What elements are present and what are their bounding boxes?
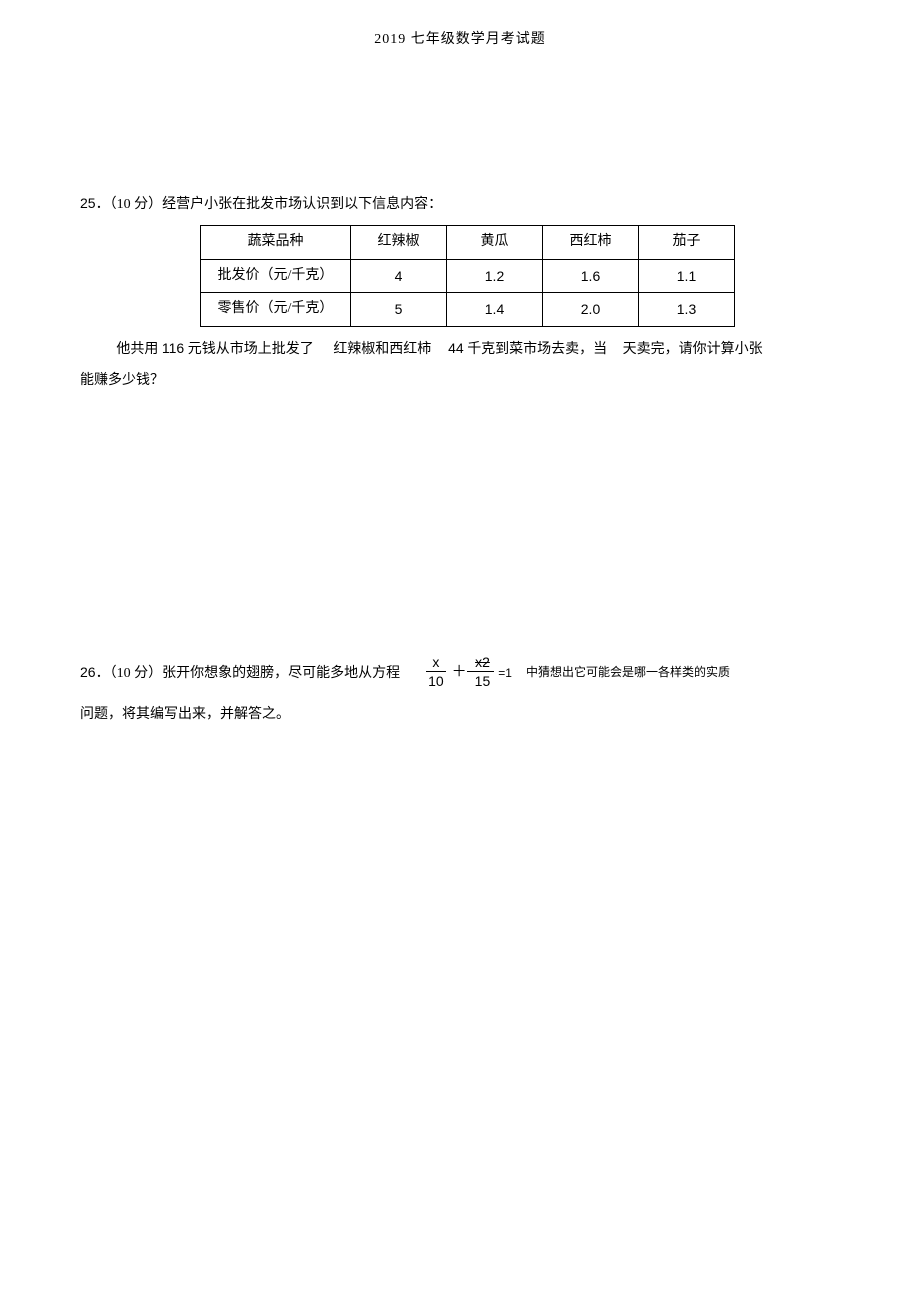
q26-points: （10 分） xyxy=(110,666,163,681)
frac2-bot: 15 xyxy=(473,672,493,688)
q25-text: 天卖完，请你计算小张 xyxy=(623,342,763,357)
table-header-cell: 蔬菜品种 xyxy=(201,225,351,259)
q25-body: 他共用 116 元钱从市场上批发了 红辣椒和西红柿 44 千克到菜市场去卖，当天卖完… xyxy=(80,333,840,366)
page-title: 2019 七年级数学月考试题 xyxy=(80,28,840,48)
table-cell: 5 xyxy=(351,293,447,327)
fraction-2: x2 15 xyxy=(473,655,493,688)
page-title-text: 2019 七年级数学月考试题 xyxy=(374,32,546,47)
table-cell: 2.0 xyxy=(543,293,639,327)
table-header-cell: 黄瓜 xyxy=(447,225,543,259)
q26-line1: 26．（10 分）张开你想象的翅膀，尽可能多地从方程 x 10 ＋ x2 15 … xyxy=(80,657,840,690)
q25-text: 元钱从市场上批发了 xyxy=(184,342,314,357)
table-row: 零售价（元/千克） 5 1.4 2.0 1.3 xyxy=(201,293,735,327)
table-cell: 1.2 xyxy=(447,259,543,293)
q26-line2: 问题，将其编写出来，并解答之。 xyxy=(80,700,840,731)
q25-intro: 25．（10 分）经营户小张在批发市场认识到以下信息内容： xyxy=(80,188,840,221)
table-cell: 1.4 xyxy=(447,293,543,327)
q26-left-text: 张开你想象的翅膀，尽可能多地从方程 xyxy=(162,666,400,681)
table-row: 批发价（元/千克） 4 1.2 1.6 1.1 xyxy=(201,259,735,293)
table-cell: 批发价（元/千克） xyxy=(201,259,351,293)
equals-one: =1 xyxy=(492,660,512,686)
q26-left: 26．（10 分）张开你想象的翅膀，尽可能多地从方程 xyxy=(80,657,400,690)
q25-points: （10 分） xyxy=(110,197,163,212)
q25-text: 他共用 xyxy=(116,342,162,357)
table-cell: 4 xyxy=(351,259,447,293)
question-25: 25．（10 分）经营户小张在批发市场认识到以下信息内容： 蔬菜品种 红辣椒 黄… xyxy=(80,188,840,397)
q25-qty: 44 xyxy=(448,340,464,356)
table-cell: 1.1 xyxy=(639,259,735,293)
q25-text: 千克到菜市场去卖，当 xyxy=(464,342,608,357)
fraction-1: x 10 xyxy=(426,655,446,688)
frac2-top: x2 xyxy=(473,655,492,671)
q26-equation: x 10 ＋ x2 15 =1 xyxy=(426,655,512,688)
table-cell: 零售价（元/千克） xyxy=(201,293,351,327)
q26-number: 26． xyxy=(80,664,110,680)
table-cell: 1.6 xyxy=(543,259,639,293)
q25-text: 红辣椒和西红柿 xyxy=(333,342,431,357)
table-header-cell: 茄子 xyxy=(639,225,735,259)
frac1-top: x xyxy=(430,655,441,671)
plus-sign: ＋ xyxy=(446,656,473,689)
q25-table: 蔬菜品种 红辣椒 黄瓜 西红柿 茄子 批发价（元/千克） 4 1.2 1.6 1… xyxy=(200,225,735,327)
table-header-cell: 红辣椒 xyxy=(351,225,447,259)
table-row: 蔬菜品种 红辣椒 黄瓜 西红柿 茄子 xyxy=(201,225,735,259)
table-header-cell: 西红柿 xyxy=(543,225,639,259)
q25-money: 116 xyxy=(162,340,184,356)
table-cell: 1.3 xyxy=(639,293,735,327)
q25-number: 25． xyxy=(80,195,110,211)
q25-intro-text: 经营户小张在批发市场认识到以下信息内容： xyxy=(162,197,442,212)
q25-body-line2: 能赚多少钱？ xyxy=(80,366,840,397)
frac1-bot: 10 xyxy=(426,672,446,688)
question-26: 26．（10 分）张开你想象的翅膀，尽可能多地从方程 x 10 ＋ x2 15 … xyxy=(80,657,840,731)
q26-right-text: 中猜想出它可能会是哪一各样类的实质 xyxy=(526,657,730,679)
